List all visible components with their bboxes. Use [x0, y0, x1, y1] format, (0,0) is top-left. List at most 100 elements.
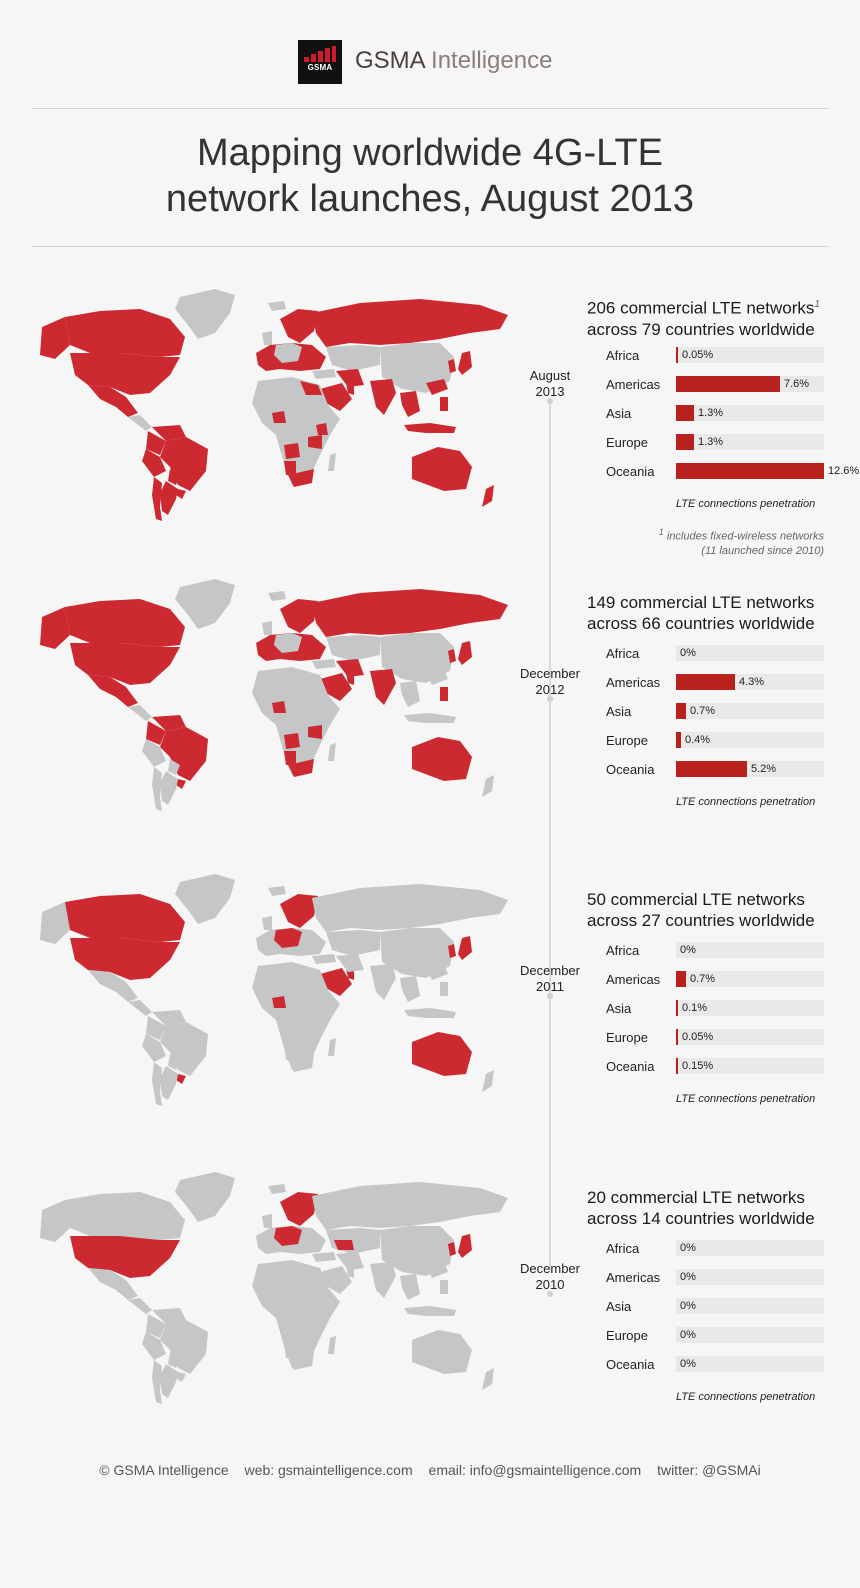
map-region-newzealand: [482, 775, 494, 797]
penetration-value: 0%: [680, 1300, 696, 1312]
map-region-angola: [284, 1326, 300, 1342]
penetration-value: 0.1%: [682, 1002, 708, 1014]
penetration-bar: [676, 376, 780, 392]
map-region-south_africa: [288, 1352, 314, 1370]
map-region-alaska: [40, 1200, 70, 1242]
map-region-iceland: [268, 301, 286, 311]
map-region-uruguay: [176, 779, 186, 789]
map-region-scandinavia: [280, 894, 318, 928]
map-region-angola: [284, 443, 300, 459]
world-map: [30, 870, 520, 1110]
penetration-bar-track: 0%: [676, 1240, 824, 1256]
map-region-africa: [252, 377, 340, 485]
map-region-peru: [142, 1332, 166, 1360]
map-region-australia: [412, 1032, 472, 1076]
map-region-china_se: [426, 1262, 448, 1278]
penetration-value: 0.4%: [685, 734, 711, 746]
map-region-turkey: [312, 369, 336, 379]
map-region-namibia: [284, 461, 296, 475]
map-region-india: [370, 379, 396, 415]
map-region-iceland: [268, 1184, 286, 1194]
penetration-bar: [676, 971, 686, 987]
map-region-mexico: [88, 970, 138, 1002]
penetration-value: 0.05%: [682, 1031, 714, 1043]
map-region-brazil: [160, 1320, 208, 1374]
map-region-indonesia: [404, 1008, 456, 1018]
region-label: Americas: [606, 377, 661, 392]
map-region-europe_partial: [274, 633, 302, 653]
map-region-europe_partial: [274, 1226, 302, 1246]
map-region-greenland: [175, 874, 235, 924]
chart-caption: LTE connections penetration: [676, 1093, 816, 1105]
timeline-date-label: August 2013: [529, 368, 571, 399]
penetration-bar-track: 1.3%: [676, 434, 824, 450]
map-region-russia: [312, 884, 508, 932]
map-region-usa: [70, 643, 180, 685]
map-region-africa: [252, 962, 340, 1070]
timeline-dot: [547, 1291, 553, 1297]
penetration-bar-track: 7.6%: [676, 376, 824, 392]
penetration-bar-track: 0%: [676, 645, 824, 661]
map-region-namibia: [284, 1046, 296, 1060]
title-divider: [32, 246, 829, 247]
map-region-uk: [262, 916, 272, 930]
penetration-value: 1.3%: [698, 436, 724, 448]
footer-web-link[interactable]: web: gsmaintelligence.com: [244, 1462, 413, 1478]
map-region-usa: [70, 353, 180, 395]
map-region-korea: [448, 359, 456, 373]
map-region-iceland: [268, 591, 286, 601]
map-region-korea: [448, 1242, 456, 1256]
map-region-argentina: [160, 1364, 178, 1398]
map-region-central_asia: [326, 1228, 380, 1254]
map-region-south_africa: [288, 469, 314, 487]
map-region-paraguay: [168, 1054, 180, 1070]
map-region-korea: [448, 944, 456, 958]
map-region-nigeria: [272, 411, 286, 423]
map-region-central: [128, 705, 152, 721]
map-region-usa: [70, 938, 180, 980]
map-region-saudi: [320, 383, 352, 411]
map-region-central_asia: [326, 345, 380, 371]
brand-name: GSMA Intelligence: [355, 47, 553, 74]
region-label: Africa: [606, 943, 640, 958]
map-region-kenya: [316, 423, 328, 435]
region-label: Oceania: [606, 1357, 655, 1372]
map-region-iran: [336, 954, 364, 972]
map-region-tanzania: [308, 1020, 322, 1034]
footer-email-link[interactable]: email: info@gsmaintelligence.com: [428, 1462, 642, 1478]
map-region-brazil: [160, 727, 208, 781]
world-map: [30, 1168, 520, 1408]
footer-twitter-link[interactable]: twitter: @GSMAi: [657, 1462, 761, 1478]
map-region-egypt_east: [300, 1264, 322, 1278]
map-region-angola: [284, 1028, 300, 1044]
gsma-logo: GSMA: [298, 40, 342, 84]
region-label: Oceania: [606, 1059, 655, 1074]
map-region-argentina: [160, 1066, 178, 1100]
map-region-venezuela: [152, 1010, 186, 1026]
region-label: Americas: [606, 1270, 661, 1285]
penetration-value: 0%: [680, 944, 696, 956]
region-label: Asia: [606, 406, 632, 421]
map-region-indonesia: [404, 423, 456, 433]
map-region-chile: [152, 477, 162, 521]
map-region-india: [370, 964, 396, 1000]
penetration-bar: [676, 1029, 678, 1045]
map-region-chile: [152, 1360, 162, 1404]
penetration-value: 0.7%: [690, 973, 716, 985]
map-region-mexico: [88, 385, 138, 417]
map-region-philippines: [440, 982, 448, 996]
map-region-peru: [142, 1034, 166, 1062]
network-count-headline: 20 commercial LTE networks across 14 coun…: [587, 1188, 815, 1228]
map-region-uruguay: [176, 1372, 186, 1382]
map-region-colombia: [146, 431, 166, 455]
map-region-china: [380, 633, 454, 683]
map-region-saudi: [320, 968, 352, 996]
penetration-bar: [676, 761, 747, 777]
penetration-bar: [676, 434, 694, 450]
region-label: Africa: [606, 348, 640, 363]
map-region-alaska: [40, 607, 70, 649]
region-label: Oceania: [606, 762, 655, 777]
map-region-japan: [458, 351, 472, 375]
map-region-chile: [152, 1062, 162, 1106]
map-region-canada: [65, 599, 185, 647]
